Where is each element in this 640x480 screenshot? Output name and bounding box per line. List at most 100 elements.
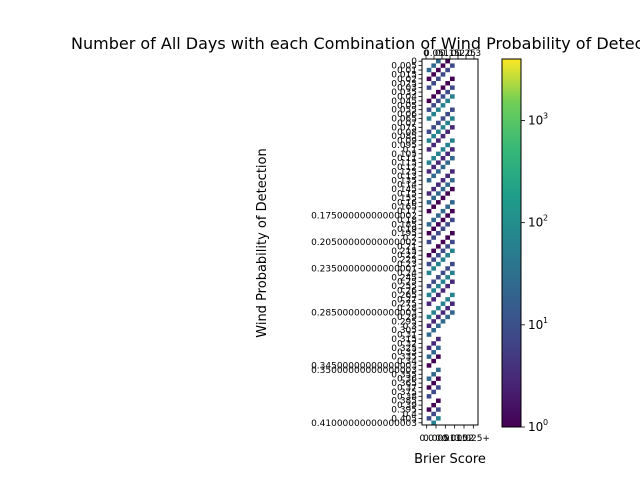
heatmap-cell: [445, 182, 450, 187]
y-tick-label: 0.09: [397, 137, 417, 147]
heatmap-cell: [440, 164, 446, 170]
y-tick-label: 0.1: [403, 145, 417, 155]
y-tick-label: 0.005: [391, 62, 417, 72]
y-tick-label: 0.375: [391, 388, 417, 398]
heatmap-cell: [426, 208, 432, 214]
heatmap-cell: [431, 226, 436, 231]
y-tick-label: 0.165: [391, 203, 417, 213]
heatmap-cell: [450, 310, 455, 315]
heatmap-cell: [450, 292, 455, 298]
heatmap-cell: [440, 85, 446, 90]
heatmap-cell: [450, 169, 455, 174]
y-tick-label: 0.195: [391, 229, 417, 239]
heatmap-cell: [445, 67, 450, 73]
heatmap-cell: [445, 59, 450, 64]
y-tick-label: 0.015: [391, 70, 417, 80]
heatmap-cell: [445, 235, 450, 240]
y-tick-label: 0.245: [391, 273, 417, 283]
heatmap-cell: [445, 160, 450, 165]
y-tick-label: 0.025: [391, 79, 417, 89]
y-tick-label: 0.075: [391, 123, 417, 133]
heatmap-cell: [426, 385, 432, 390]
y-tick-label: 0.19: [397, 225, 417, 235]
heatmap-cell: [436, 336, 441, 342]
x-top-tick-label: 0: [423, 49, 429, 59]
y-tick-label: 0.06: [397, 110, 417, 120]
y-tick-label: 0.23500000000000001: [311, 264, 417, 274]
heatmap-cell: [426, 323, 432, 328]
y-tick-label: 0.21: [397, 242, 417, 252]
y-tick-label: 0.125: [391, 167, 417, 177]
y-axis-label: Wind Probability of Detection: [255, 148, 270, 337]
y-tick-label: 0.3: [403, 322, 417, 332]
colorbar-tick-label: 10: [528, 114, 543, 128]
y-tick-label: 0.26: [397, 287, 417, 297]
y-tick-label: 0.07: [397, 119, 417, 129]
heatmap-cell: [426, 76, 432, 82]
heatmap-cell: [426, 416, 432, 421]
heatmap-cell: [426, 292, 432, 298]
heatmap-cell: [431, 358, 436, 364]
heatmap-cell: [436, 107, 441, 112]
heatmap-cell: [426, 407, 432, 412]
y-tick-label: 0.01: [397, 66, 417, 76]
heatmap-cell: [440, 116, 446, 121]
x-top-tick-label: 0.2: [451, 49, 465, 59]
heatmap-cell: [450, 138, 455, 143]
y-tick-label: 0.04: [397, 92, 417, 102]
heatmap-cell: [436, 398, 441, 403]
y-tick-label: 0.335: [391, 353, 417, 363]
heatmap-cell: [431, 372, 436, 377]
heatmap-cell: [431, 72, 436, 77]
y-tick-label: 0.31: [397, 331, 417, 341]
y-tick-label: 0.115: [391, 159, 417, 169]
heatmap-cell: [426, 230, 432, 236]
heatmap-cell: [431, 94, 436, 99]
colorbar-gradient: [501, 58, 522, 428]
heatmap-cell: [436, 89, 441, 95]
y-tick-label: 0.38: [397, 392, 417, 402]
chart-title: Number of All Days with each Combination…: [71, 34, 640, 53]
y-tick-label: 0.295: [391, 317, 417, 327]
heatmap-cell: [431, 111, 436, 117]
heatmap-cell: [426, 116, 432, 121]
heatmap-cell: [431, 420, 436, 425]
heatmap-cell: [436, 261, 441, 267]
heatmap-cell: [436, 323, 441, 328]
x-top-tick-label: 0.3: [467, 49, 481, 59]
heatmap-cell: [445, 222, 450, 227]
x-tick-label: 0.005: [423, 434, 449, 444]
y-tick-label: 0.145: [391, 185, 417, 195]
heatmap-cell: [440, 319, 446, 324]
heatmap-cell: [436, 222, 441, 227]
y-tick-label: 0.35000000000000003: [311, 366, 417, 376]
heatmap-cell: [426, 261, 432, 267]
heatmap-cell: [445, 305, 450, 311]
heatmap-cell: [440, 195, 446, 201]
heatmap-cell: [436, 151, 441, 157]
y-tick-label: 0.065: [391, 115, 417, 125]
heatmap-cell: [426, 107, 432, 112]
heatmap-cell: [426, 345, 432, 351]
heatmap-cell: [431, 389, 436, 395]
y-tick-label: 0.15: [397, 189, 417, 199]
x-tick-label: 0.02: [454, 434, 474, 444]
heatmap-cell: [440, 301, 446, 306]
y-tick-label: 0.135: [391, 176, 417, 186]
heatmap-cell: [436, 345, 441, 351]
y-tick-label: 0.2: [403, 234, 417, 244]
heatmap-cell: [431, 411, 436, 417]
heatmap-cell: [436, 354, 441, 359]
y-tick-label: 0.275: [391, 300, 417, 310]
heatmap-cell: [450, 156, 455, 161]
heatmap-cell: [431, 63, 436, 68]
y-tick-label: 0.085: [391, 132, 417, 142]
heatmap-cell: [450, 230, 455, 236]
y-tick-label: 0.14: [397, 181, 417, 191]
y-tick-label: 0.17: [397, 207, 417, 217]
heatmap-cell: [440, 239, 446, 245]
y-tick-label: 0.385: [391, 397, 417, 407]
y-tick-label: 0.265: [391, 291, 417, 301]
